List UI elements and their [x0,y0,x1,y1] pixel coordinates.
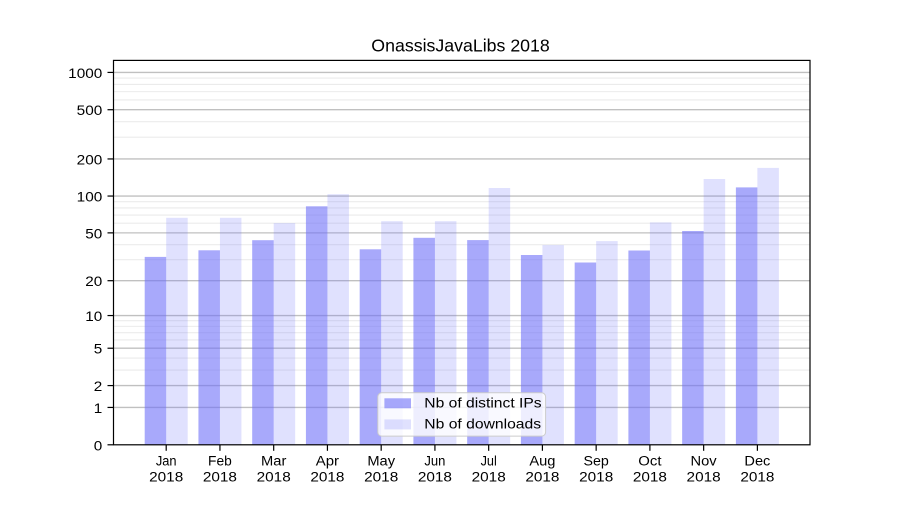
svg-text:5: 5 [94,342,103,357]
svg-text:Feb: Feb [208,453,232,468]
svg-text:2018: 2018 [418,470,452,485]
svg-text:1: 1 [94,401,103,416]
svg-text:2: 2 [94,379,103,394]
svg-text:2018: 2018 [310,470,344,485]
svg-text:2018: 2018 [203,470,237,485]
svg-text:Jan: Jan [156,453,177,468]
svg-text:2018: 2018 [740,470,774,485]
svg-text:Sep: Sep [584,453,609,468]
svg-text:May: May [367,453,395,468]
svg-text:Oct: Oct [638,453,661,468]
svg-text:0: 0 [94,438,103,453]
svg-text:2018: 2018 [472,470,506,485]
svg-text:Nb of distinct IPs: Nb of distinct IPs [424,395,541,411]
svg-text:Nov: Nov [691,453,717,468]
svg-text:20: 20 [85,274,102,289]
svg-text:2018: 2018 [525,470,559,485]
svg-text:Nb of downloads: Nb of downloads [424,416,541,432]
svg-text:2018: 2018 [633,470,667,485]
svg-text:OnassisJavaLibs 2018: OnassisJavaLibs 2018 [371,36,550,56]
svg-text:100: 100 [77,190,103,205]
svg-text:2018: 2018 [364,470,398,485]
svg-text:50: 50 [85,226,102,241]
svg-text:Jul: Jul [481,453,497,468]
svg-text:Dec: Dec [744,453,770,468]
svg-text:2018: 2018 [687,470,721,485]
svg-text:10: 10 [85,309,102,324]
svg-text:Jun: Jun [424,453,445,468]
svg-text:2018: 2018 [579,470,613,485]
svg-text:500: 500 [77,103,103,118]
svg-text:Apr: Apr [316,453,340,468]
svg-text:2018: 2018 [149,470,183,485]
svg-text:Mar: Mar [261,453,287,468]
svg-text:2018: 2018 [257,470,291,485]
svg-text:1000: 1000 [68,66,102,81]
svg-text:200: 200 [77,153,103,168]
svg-text:Aug: Aug [529,453,555,468]
